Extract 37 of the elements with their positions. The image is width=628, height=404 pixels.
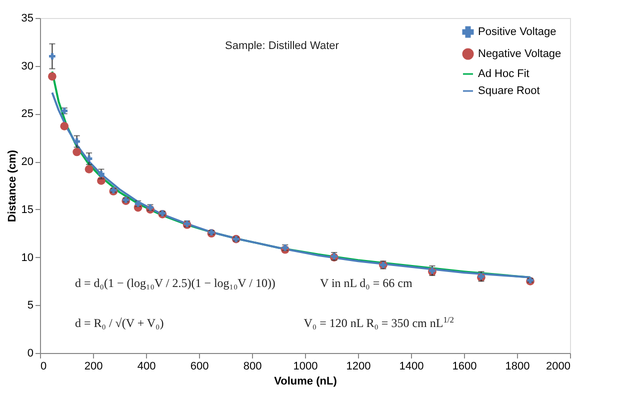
- point: [72, 148, 82, 156]
- x-tick-label: 1000: [293, 360, 318, 372]
- x-tick-label: 1800: [505, 360, 530, 372]
- y-tick-label: 35: [21, 12, 34, 24]
- point: [98, 170, 104, 178]
- x-tick-label: 800: [243, 360, 262, 372]
- y-tick-label: 30: [21, 60, 34, 72]
- legend-label: Square Root: [478, 85, 540, 97]
- annotation: d = d₀(1 − (log₁₀V / 2.5)(1 − log₁₀V / 10)): [75, 276, 276, 290]
- point: [86, 156, 92, 162]
- annotation: d = R₀ / √(V + V₀): [75, 316, 164, 330]
- y-tick-label: 0: [27, 348, 34, 360]
- annotation: V in nL d₀ = 66 cm: [320, 276, 413, 290]
- legend-label: Positive Voltage: [478, 26, 556, 38]
- y-tick-label: 20: [21, 156, 34, 168]
- y-tick-label: 5: [27, 300, 34, 312]
- x-tick-label: 600: [190, 360, 209, 372]
- x-tick-label: 0: [40, 360, 47, 372]
- legend-label: Negative Voltage: [478, 48, 562, 60]
- x-tick-label: 1200: [346, 360, 371, 372]
- y-axis-title: Distance (cm): [6, 150, 18, 222]
- y-tick-label: 15: [21, 204, 34, 216]
- point: [48, 72, 56, 81]
- x-tick-label: 1400: [399, 360, 424, 372]
- x-tick-label: 2000: [546, 360, 570, 372]
- annotation: Sample: Distilled Water: [225, 40, 340, 52]
- x-tick-label: 400: [137, 360, 156, 372]
- legend-label: Ad Hoc Fit: [478, 68, 530, 80]
- point: [84, 165, 94, 174]
- x-tick-label: 1600: [452, 360, 477, 372]
- y-tick-label: 10: [21, 252, 34, 264]
- point: [74, 138, 80, 145]
- point: [60, 122, 69, 130]
- x-tick-label: 200: [84, 360, 103, 372]
- point: [49, 53, 56, 60]
- x-axis-title: Volume (nL): [274, 376, 338, 388]
- y-tick-label: 25: [21, 108, 34, 120]
